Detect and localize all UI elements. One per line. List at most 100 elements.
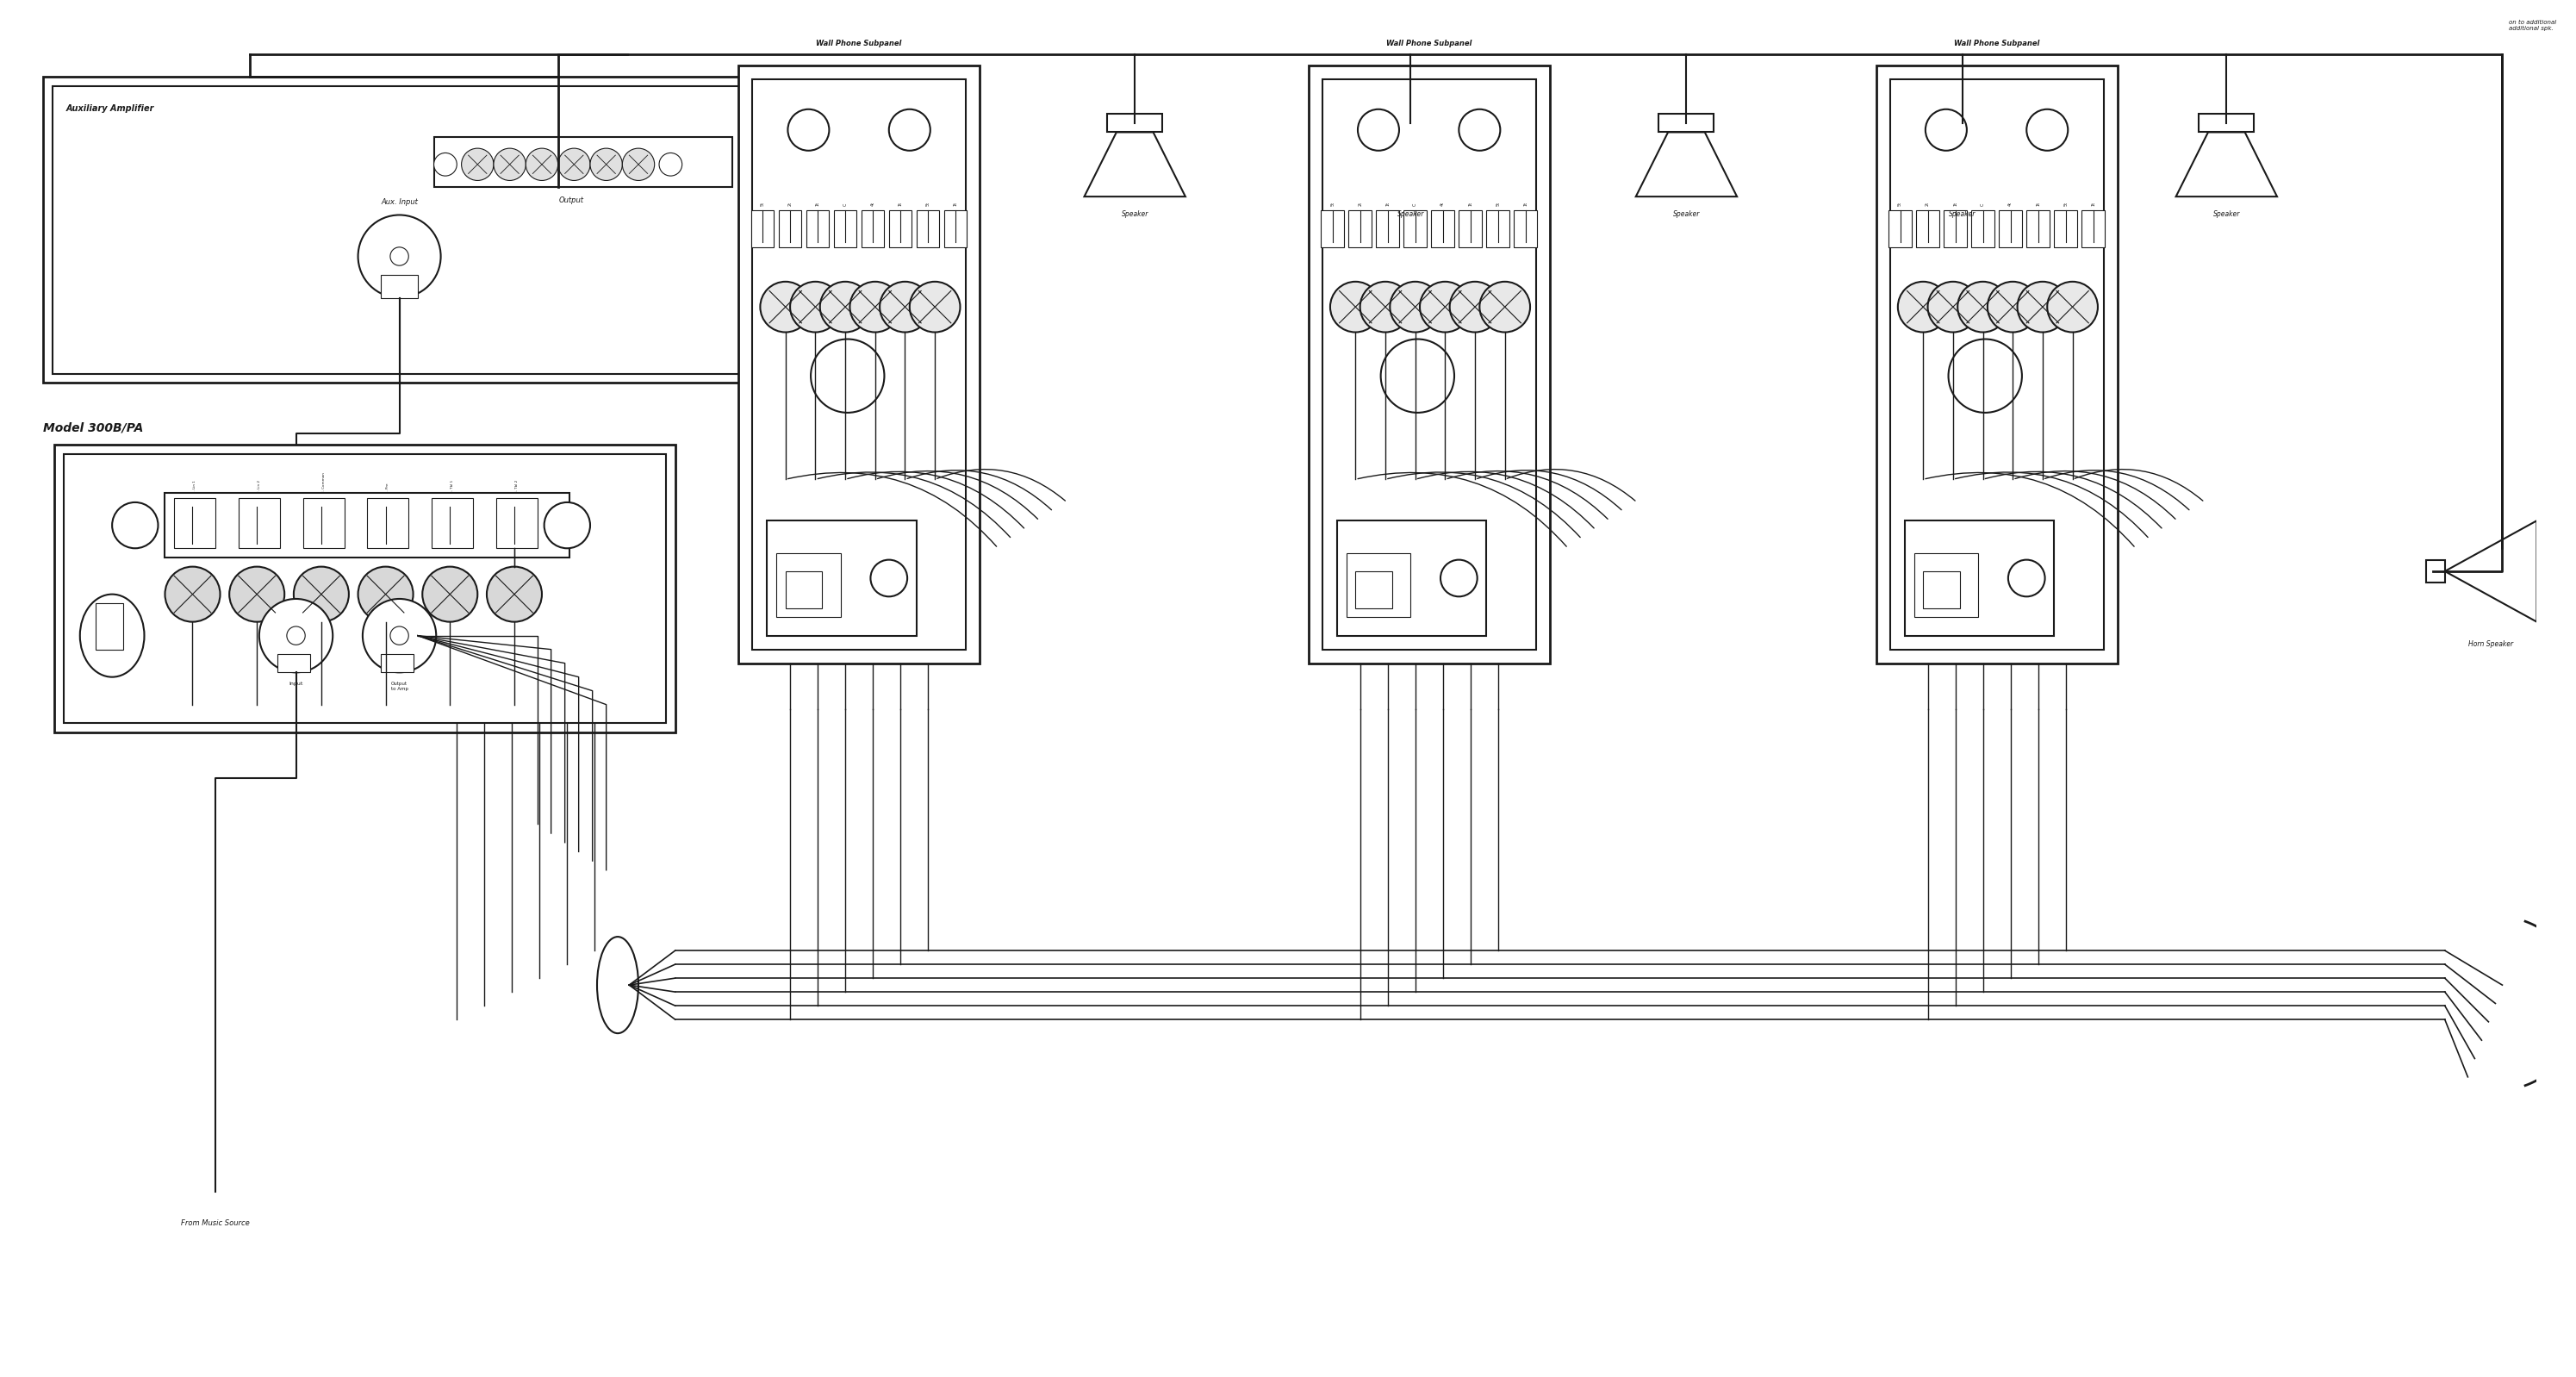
Circle shape <box>1360 282 1412 332</box>
Bar <box>1875 66 2117 664</box>
Circle shape <box>544 503 590 548</box>
Text: 4t: 4t <box>1440 201 1445 205</box>
Circle shape <box>559 149 590 180</box>
Text: Wall Phone Subpanel: Wall Phone Subpanel <box>1386 40 1471 47</box>
Circle shape <box>791 282 840 332</box>
Bar <box>368 497 410 548</box>
Circle shape <box>819 282 871 332</box>
Bar <box>835 211 858 246</box>
Bar <box>806 211 829 246</box>
Text: 4t: 4t <box>871 201 876 205</box>
Bar <box>1458 211 1481 246</box>
Circle shape <box>165 567 219 622</box>
Bar <box>1309 66 1551 664</box>
Polygon shape <box>1360 132 1461 197</box>
Bar <box>2053 211 2076 246</box>
Circle shape <box>2009 560 2045 596</box>
Bar <box>433 136 732 187</box>
Circle shape <box>389 246 410 266</box>
Text: 1t: 1t <box>2035 201 2040 205</box>
Circle shape <box>788 109 829 150</box>
Bar <box>1888 211 1911 246</box>
Bar <box>54 445 675 733</box>
Bar <box>165 493 569 558</box>
Text: Output: Output <box>559 197 585 204</box>
Bar <box>240 497 281 548</box>
Bar <box>1376 211 1399 246</box>
Bar <box>381 275 417 297</box>
Text: 5t: 5t <box>2063 201 2069 205</box>
Bar <box>1515 211 1538 246</box>
Bar <box>1350 211 1370 246</box>
Circle shape <box>1329 282 1381 332</box>
Bar <box>1917 211 1940 246</box>
Circle shape <box>1924 109 1968 150</box>
Bar <box>778 211 801 246</box>
Circle shape <box>1479 282 1530 332</box>
Circle shape <box>113 503 157 548</box>
Text: 2. Lin 2: 2. Lin 2 <box>258 481 260 493</box>
Bar <box>2427 560 2445 582</box>
Text: From Music Source: From Music Source <box>180 1220 250 1227</box>
Circle shape <box>1450 282 1499 332</box>
Circle shape <box>461 149 495 180</box>
Bar <box>1971 211 1994 246</box>
Bar <box>2081 211 2105 246</box>
Bar <box>752 80 966 650</box>
Circle shape <box>526 149 559 180</box>
Text: Input: Input <box>289 682 304 686</box>
Text: 5. Tbl 1: 5. Tbl 1 <box>451 481 453 493</box>
Bar <box>381 654 412 672</box>
Circle shape <box>422 567 477 622</box>
Bar <box>1404 211 1427 246</box>
Circle shape <box>487 567 541 622</box>
Circle shape <box>358 215 440 297</box>
Circle shape <box>1958 282 2009 332</box>
Polygon shape <box>2445 521 2537 622</box>
Bar <box>2200 114 2254 132</box>
Text: Speaker: Speaker <box>1672 211 1700 218</box>
Bar <box>775 554 840 617</box>
Bar <box>2027 211 2050 246</box>
Text: C: C <box>1981 202 1986 205</box>
Circle shape <box>889 109 930 150</box>
Text: 4t: 4t <box>2009 201 2012 205</box>
Text: Horn Speaker: Horn Speaker <box>2468 640 2514 649</box>
Circle shape <box>590 149 623 180</box>
Text: Aux. Input: Aux. Input <box>381 198 417 205</box>
Bar <box>1659 114 1713 132</box>
Ellipse shape <box>598 936 639 1033</box>
Circle shape <box>1419 282 1471 332</box>
Text: Wall Phone Subpanel: Wall Phone Subpanel <box>817 40 902 47</box>
Text: 4. Pre: 4. Pre <box>386 483 389 493</box>
Bar <box>1337 521 1486 636</box>
Bar <box>786 571 822 609</box>
Text: Auxiliary Amplifier: Auxiliary Amplifier <box>67 105 155 113</box>
Bar <box>175 497 216 548</box>
Text: 3. Common: 3. Common <box>322 472 325 493</box>
Bar <box>1108 114 1162 132</box>
Bar <box>1904 521 2053 636</box>
Bar <box>1355 571 1391 609</box>
Circle shape <box>2017 282 2069 332</box>
Circle shape <box>1927 282 1978 332</box>
Text: 1t: 1t <box>2092 201 2094 205</box>
Bar <box>943 211 966 246</box>
Circle shape <box>871 560 907 596</box>
Bar <box>433 497 474 548</box>
Text: 1t: 1t <box>817 201 819 205</box>
Circle shape <box>909 282 961 332</box>
Circle shape <box>1899 282 1947 332</box>
Bar <box>1891 80 2105 650</box>
Text: Speaker: Speaker <box>2213 211 2241 218</box>
Text: on to additional
additional spk.: on to additional additional spk. <box>2509 19 2558 30</box>
Bar <box>1432 211 1455 246</box>
Circle shape <box>659 153 683 176</box>
Polygon shape <box>2177 132 2277 197</box>
Bar <box>64 454 667 723</box>
Circle shape <box>1989 282 2038 332</box>
Circle shape <box>358 567 412 622</box>
Circle shape <box>623 149 654 180</box>
Bar <box>889 211 912 246</box>
Circle shape <box>1947 339 2022 413</box>
